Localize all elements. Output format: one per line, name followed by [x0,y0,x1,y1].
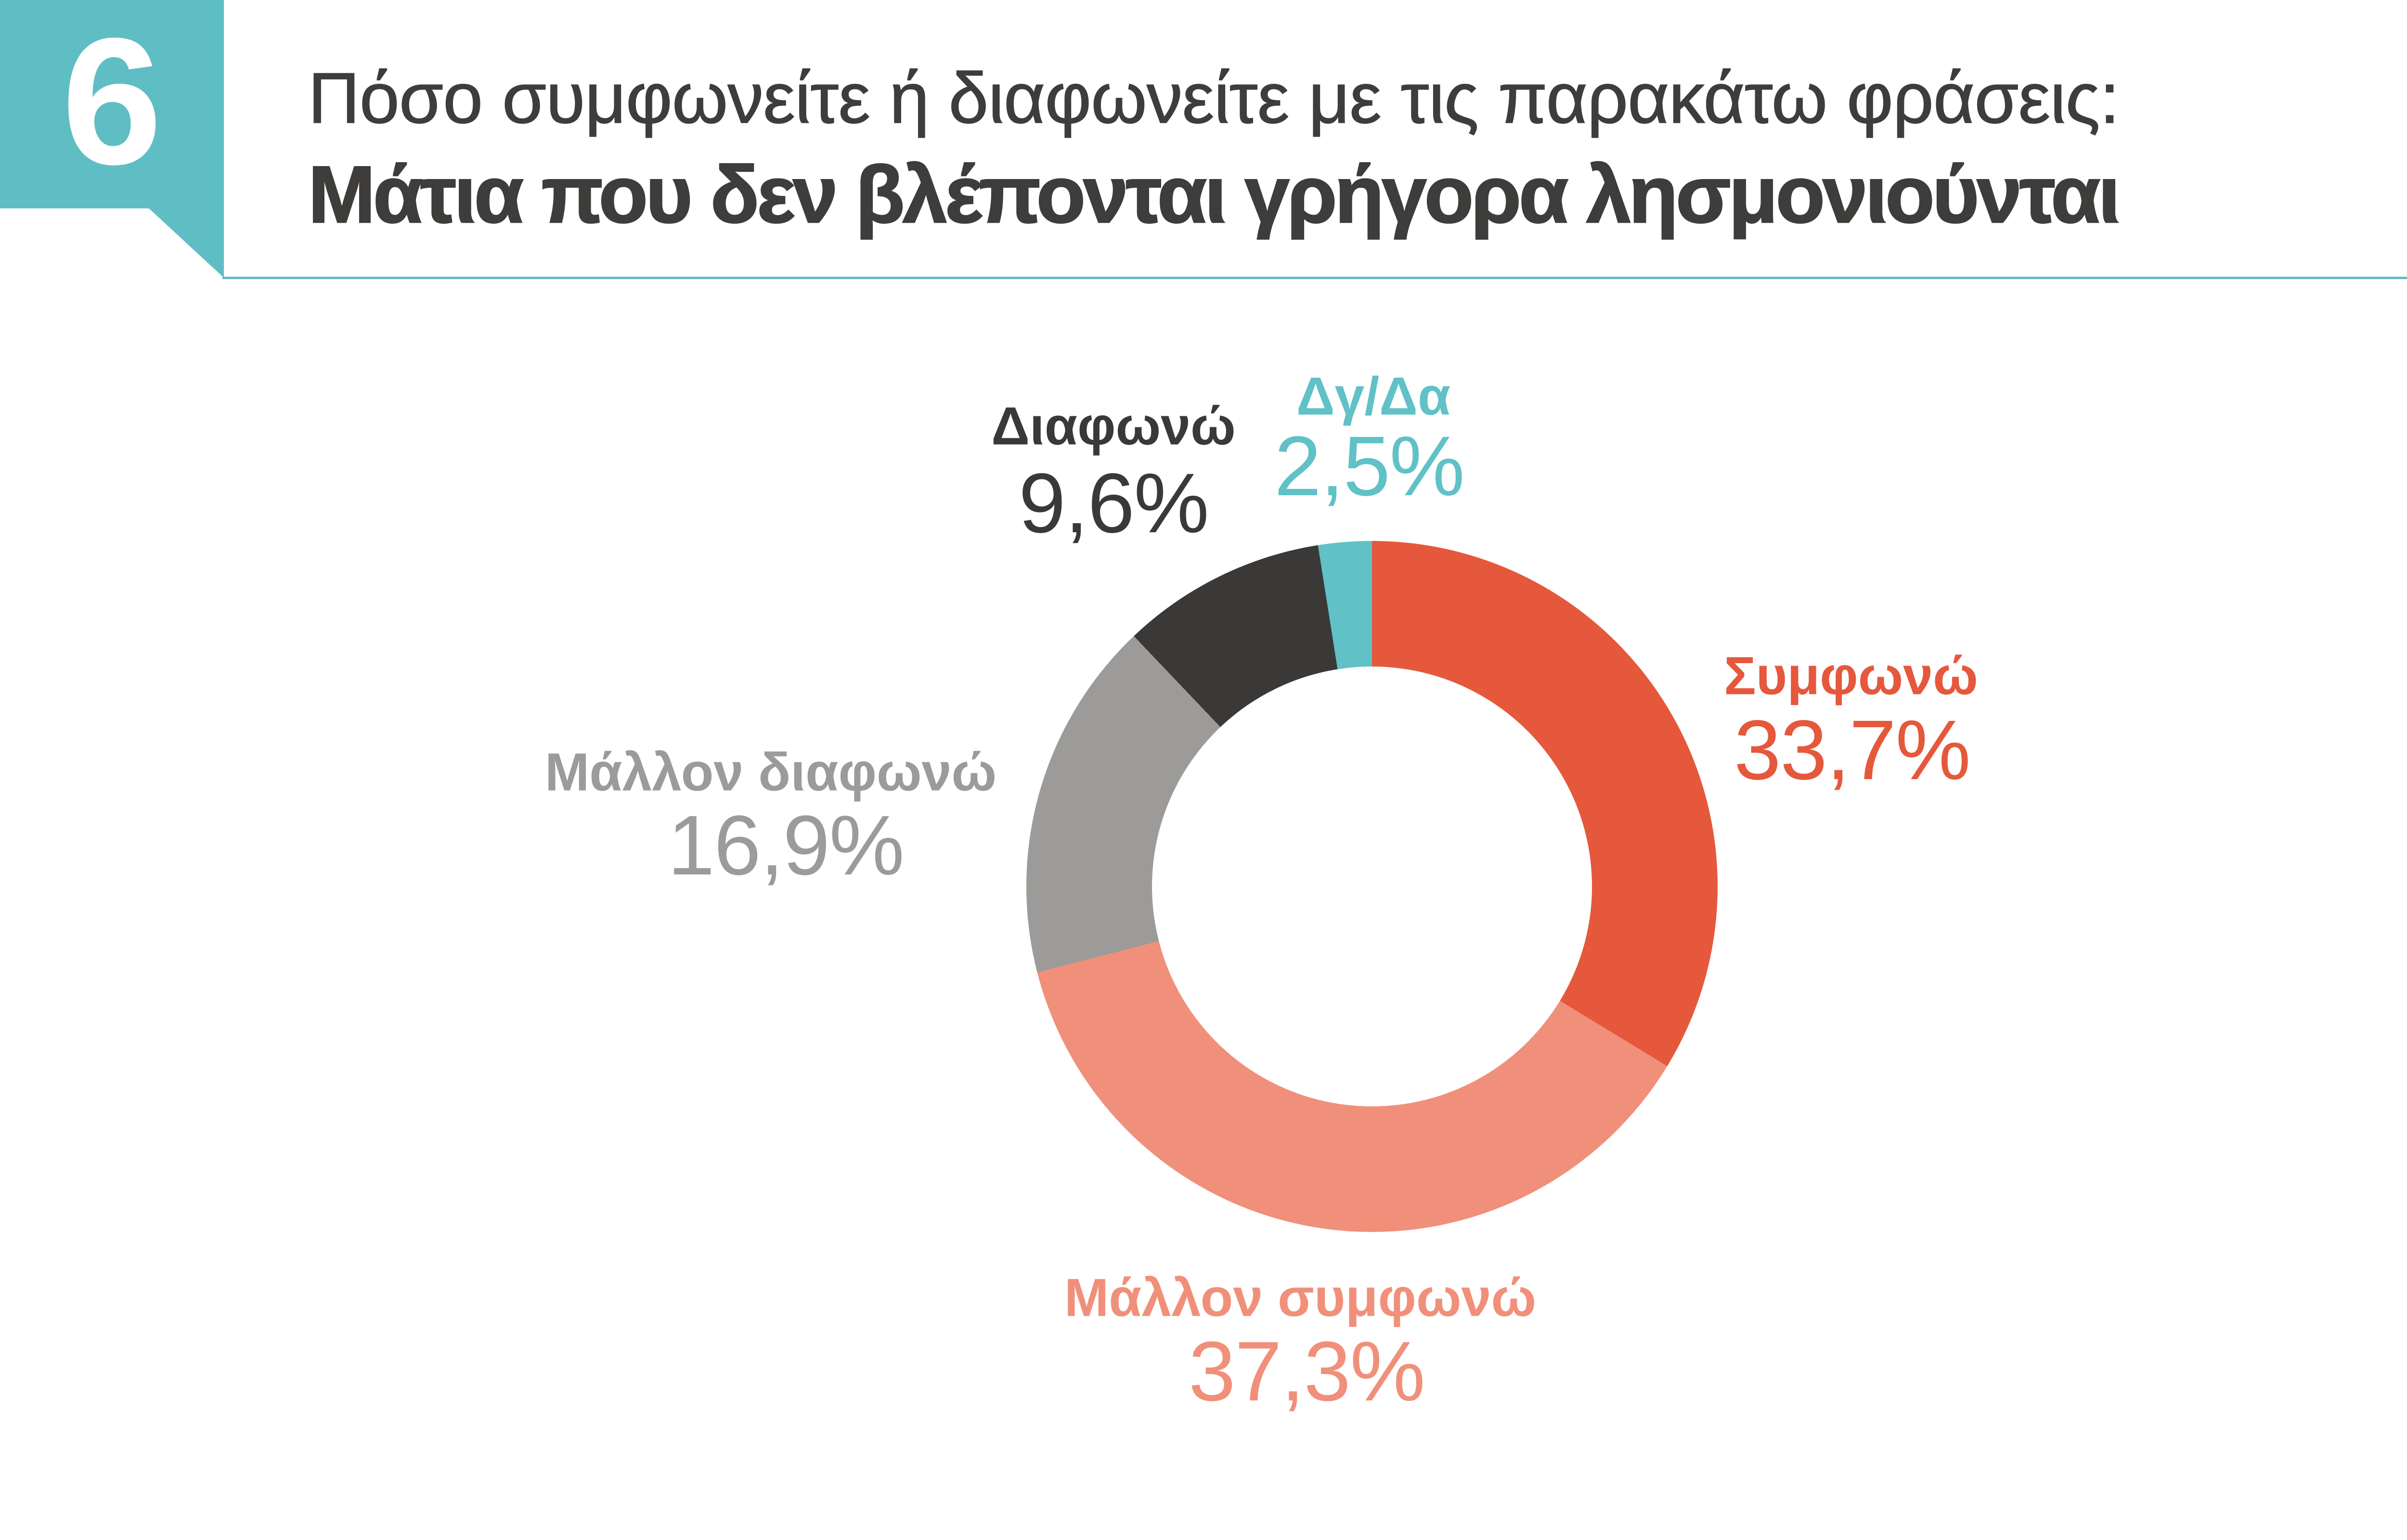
slide-number-tab: 6 [0,0,224,278]
slide-statement: Μάτια που δεν βλέπονται γρήγορα λησμονιο… [308,149,2122,241]
value-rather-agree: 37,3% [1188,1324,1425,1419]
label-disagree: Διαφωνώ [991,396,1236,456]
label-agree: Συμφωνώ [1724,646,1978,706]
slide-question: Πόσο συμφωνείτε ή διαφωνείτε με τις παρα… [308,57,2120,139]
label-rather-agree: Μάλλον συμφωνώ [1064,1268,1537,1328]
slide-number: 6 [62,1,162,202]
donut-hole [1152,667,1592,1106]
donut-ring [1026,541,1718,1232]
value-rather-disagree: 16,9% [667,798,905,893]
label-rather-disagree: Μάλλον διαφωνώ [544,742,997,802]
value-disagree: 9,6% [1018,456,1209,551]
value-agree: 33,7% [1734,703,1971,797]
value-dont-know: 2,5% [1274,419,1465,513]
header-divider [222,277,2407,279]
label-dont-know: Δγ/Δα [1296,366,1451,426]
